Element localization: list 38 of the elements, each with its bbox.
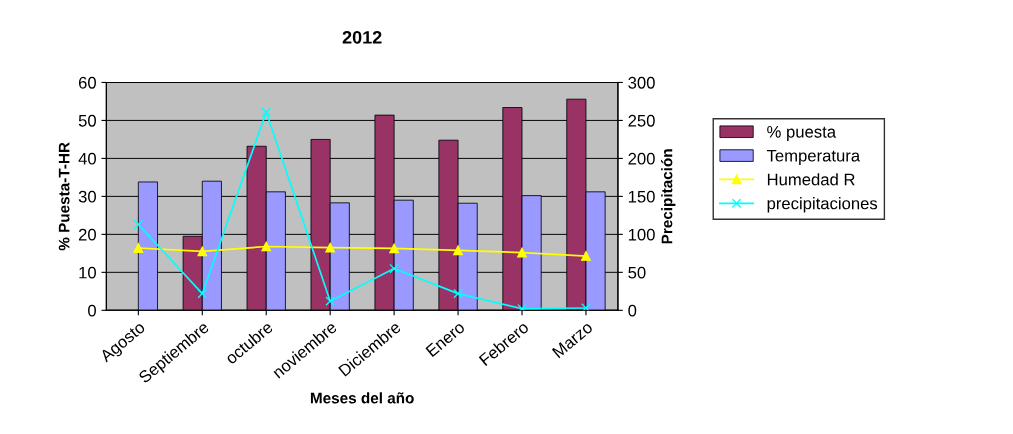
point bbox=[389, 243, 399, 254]
point bbox=[389, 263, 399, 274]
point bbox=[197, 246, 208, 257]
y2-tick-label: 100 bbox=[628, 228, 655, 241]
y2-axis-title: Precipitación bbox=[661, 149, 676, 244]
legend-label: Temperatura bbox=[766, 149, 861, 165]
point bbox=[453, 288, 463, 299]
y2-tick-label: 50 bbox=[628, 266, 646, 279]
point bbox=[325, 242, 336, 253]
y-tick-label: 60 bbox=[78, 76, 96, 89]
y2-tick-label: 150 bbox=[628, 190, 655, 203]
y-tick-label: 50 bbox=[78, 114, 96, 127]
point bbox=[261, 241, 272, 252]
y-axis-title: % Puesta-T-HR bbox=[58, 142, 70, 251]
point bbox=[517, 303, 527, 311]
point bbox=[581, 251, 591, 261]
legend-label: Humedad R bbox=[767, 173, 855, 186]
y-tick-label: 10 bbox=[79, 266, 96, 279]
y2-tick-label: 0 bbox=[628, 304, 637, 317]
point bbox=[197, 288, 208, 299]
point bbox=[133, 219, 144, 230]
legend-label: precipitaciones bbox=[767, 197, 878, 213]
y2-tick-label: 200 bbox=[628, 152, 655, 165]
y-tick-label: 40 bbox=[78, 152, 96, 165]
chart-title: 2012 bbox=[342, 30, 382, 44]
legend-label: % puesta bbox=[767, 125, 837, 142]
point bbox=[581, 303, 591, 311]
point bbox=[325, 296, 336, 307]
point bbox=[133, 243, 144, 253]
x-axis-title: Meses del año bbox=[310, 392, 414, 404]
y-tick-label: 0 bbox=[88, 304, 96, 317]
y-tick-label: 30 bbox=[78, 190, 96, 203]
y2-tick-label: 250 bbox=[628, 114, 655, 127]
point bbox=[517, 247, 527, 258]
point bbox=[453, 245, 463, 256]
point bbox=[261, 107, 272, 117]
y2-tick-label: 300 bbox=[628, 76, 655, 89]
y-tick-label: 20 bbox=[78, 228, 96, 241]
